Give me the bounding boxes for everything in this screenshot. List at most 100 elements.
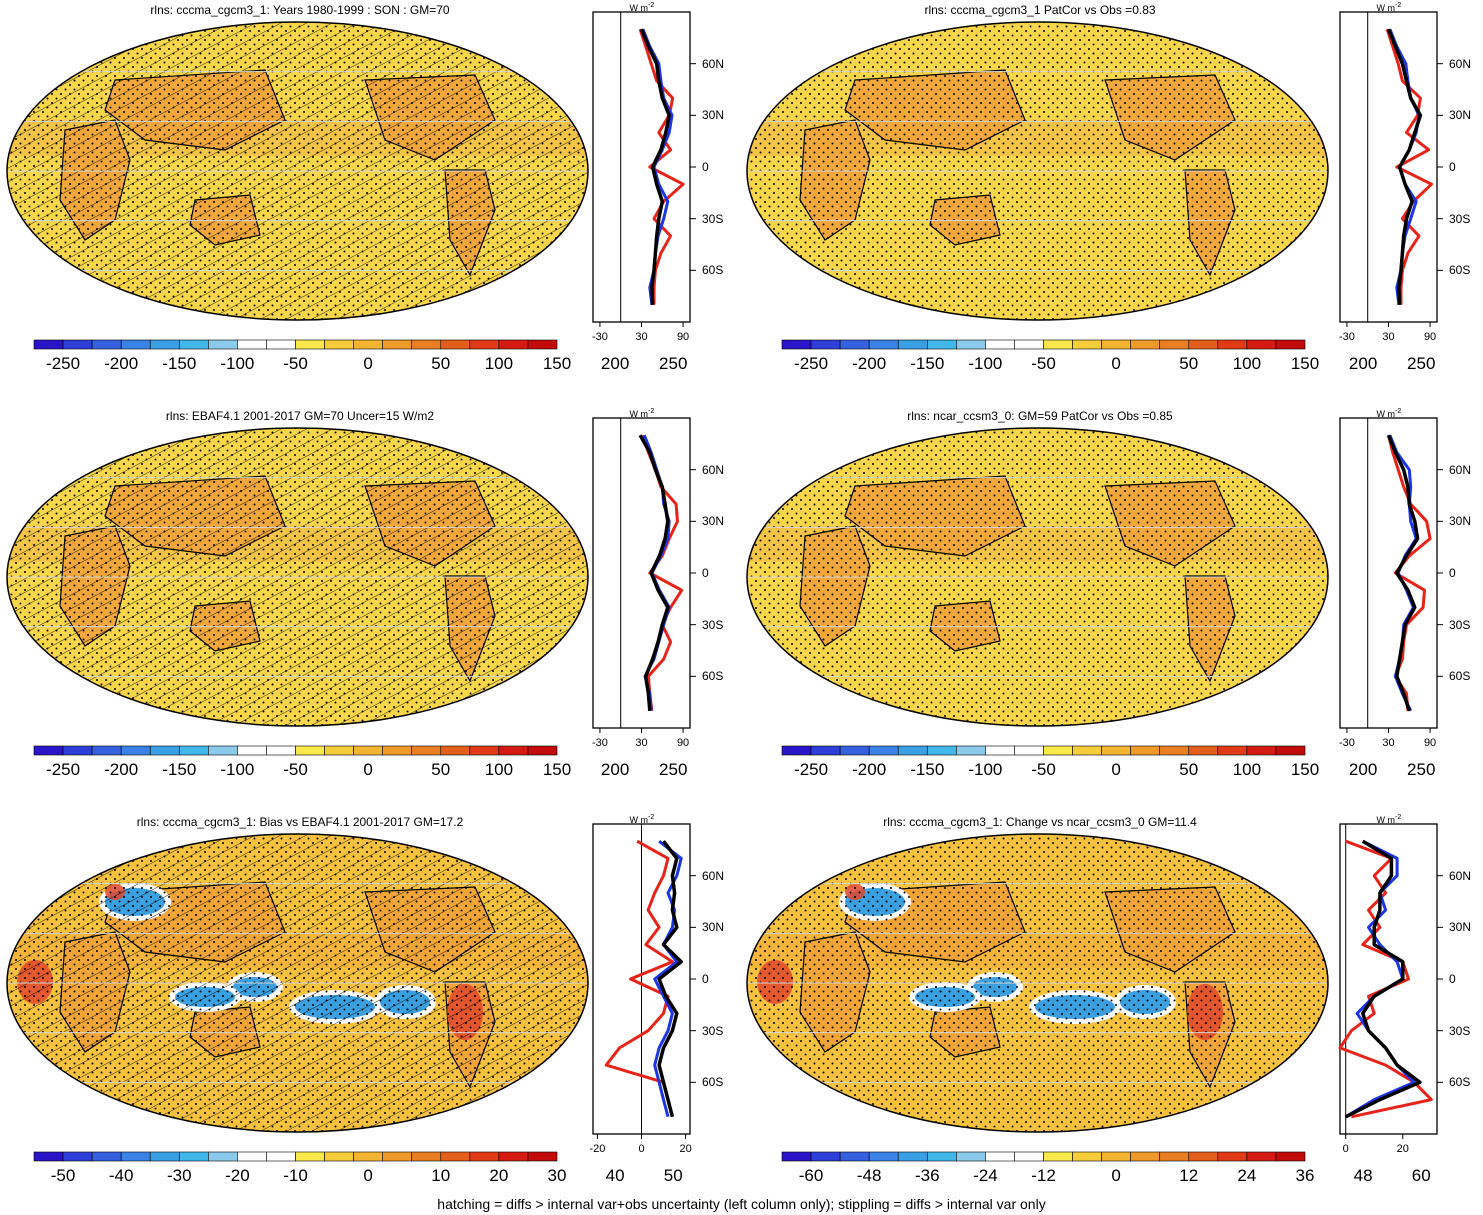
zonal-x-tick-label: 90 bbox=[1423, 737, 1437, 749]
colorbar-swatch bbox=[1101, 1151, 1131, 1162]
colorbar-swatch bbox=[498, 745, 529, 756]
colorbar-swatch bbox=[324, 1151, 354, 1162]
colorbar-swatch bbox=[91, 1151, 122, 1162]
colorbar-swatch bbox=[498, 1151, 529, 1162]
global-map bbox=[746, 833, 1329, 1133]
zonal-unit-label: W m-2 bbox=[1376, 408, 1402, 419]
colorbar-swatch bbox=[1130, 339, 1161, 350]
colorbar-label: 36 bbox=[1295, 1166, 1315, 1185]
zonal-lat-label: 0 bbox=[702, 566, 709, 580]
colorbar-swatch bbox=[440, 339, 471, 350]
colorbar-label: 200 bbox=[600, 354, 630, 373]
zonal-x-tick-label: -30 bbox=[591, 737, 608, 749]
colorbar-swatch bbox=[266, 745, 296, 756]
map-border bbox=[6, 21, 589, 321]
panel-title: rlns: cccma_cgcm3_1: Change vs ncar_ccsm… bbox=[883, 815, 1197, 829]
colorbar-label: -150 bbox=[910, 760, 945, 779]
zonal-x-tick-label: 30 bbox=[635, 331, 648, 343]
colorbar-label: 50 bbox=[431, 760, 451, 779]
zonal-mean-plot bbox=[1338, 823, 1443, 1139]
colorbar-swatch bbox=[120, 339, 151, 350]
colorbar-swatch bbox=[1014, 1151, 1044, 1162]
zonal-lat-label: 0 bbox=[1449, 566, 1456, 580]
colorbar-swatch bbox=[149, 745, 180, 756]
colorbar-swatch bbox=[527, 745, 558, 756]
zonal-mean-plot bbox=[1339, 417, 1443, 733]
colorbar bbox=[33, 745, 558, 756]
zonal-x-tick-label: 30 bbox=[635, 737, 648, 749]
colorbar bbox=[781, 745, 1306, 756]
zonal-unit-label: W m-2 bbox=[1376, 2, 1402, 13]
colorbar-label: 12 bbox=[1179, 1166, 1199, 1185]
zonal-series-obs bbox=[1388, 434, 1418, 712]
colorbar-swatch bbox=[1246, 1151, 1277, 1162]
map-border bbox=[6, 833, 589, 1133]
colorbar-swatch bbox=[353, 1151, 383, 1162]
colorbar-swatch bbox=[1217, 745, 1248, 756]
colorbar-swatch bbox=[868, 1151, 899, 1162]
colorbar-label: -50 bbox=[1031, 760, 1056, 779]
global-map bbox=[6, 833, 589, 1133]
colorbar-swatch bbox=[149, 1151, 180, 1162]
colorbar-swatch bbox=[440, 745, 471, 756]
colorbar bbox=[33, 1151, 558, 1162]
colorbar-label: -12 bbox=[1031, 1166, 1056, 1185]
zonal-lat-label: 0 bbox=[702, 972, 709, 986]
colorbar-swatch bbox=[411, 339, 442, 350]
colorbar-swatch bbox=[411, 745, 442, 756]
zonal-lat-label: 30N bbox=[1449, 108, 1472, 123]
colorbar-label: 50 bbox=[431, 354, 451, 373]
colorbar-swatch bbox=[1072, 745, 1102, 756]
colorbar-swatch bbox=[382, 1151, 413, 1162]
colorbar-label: 48 bbox=[1353, 1166, 1373, 1185]
zonal-lat-label: 60N bbox=[702, 56, 725, 71]
zonal-x-tick-label: -30 bbox=[1338, 331, 1355, 343]
colorbar-label: 40 bbox=[605, 1166, 625, 1185]
colorbar-label: 0 bbox=[1111, 354, 1121, 373]
colorbar-label: 100 bbox=[1232, 354, 1262, 373]
colorbar-swatch bbox=[839, 745, 870, 756]
colorbar-swatch bbox=[324, 339, 354, 350]
colorbar-label: 10 bbox=[431, 1166, 451, 1185]
map-border bbox=[746, 833, 1329, 1133]
colorbar-swatch bbox=[208, 745, 238, 756]
global-map bbox=[746, 427, 1329, 727]
colorbar-label: 100 bbox=[484, 760, 514, 779]
zonal-x-tick-label: -30 bbox=[1338, 737, 1355, 749]
colorbar-swatch bbox=[1130, 745, 1161, 756]
colorbar-swatch bbox=[62, 1151, 93, 1162]
zonal-plot-frame bbox=[1339, 11, 1438, 323]
colorbar-swatch bbox=[1072, 1151, 1102, 1162]
colorbar-swatch bbox=[1188, 745, 1219, 756]
colorbar-swatch bbox=[985, 745, 1015, 756]
colorbar-swatch bbox=[266, 1151, 296, 1162]
colorbar-swatch bbox=[1159, 339, 1190, 350]
colorbar-label: 200 bbox=[1348, 354, 1378, 373]
colorbar-swatch bbox=[120, 745, 151, 756]
colorbar-swatch bbox=[1217, 339, 1248, 350]
colorbar-swatch bbox=[237, 745, 267, 756]
zonal-plot-frame bbox=[592, 417, 691, 729]
colorbar-swatch bbox=[781, 745, 812, 756]
colorbar-swatch bbox=[295, 339, 325, 350]
colorbar-swatch bbox=[781, 1151, 812, 1162]
zonal-plot-frame bbox=[1339, 417, 1438, 729]
map-border bbox=[746, 21, 1329, 321]
colorbar-label: -150 bbox=[162, 354, 197, 373]
zonal-series-obs bbox=[653, 840, 683, 1118]
zonal-mean-plot bbox=[592, 11, 696, 327]
zonal-x-tick-label: 30 bbox=[1382, 331, 1395, 343]
colorbar-swatch bbox=[1188, 339, 1219, 350]
colorbar-label: 50 bbox=[663, 1166, 683, 1185]
colorbar-label: -200 bbox=[852, 760, 887, 779]
colorbar-swatch bbox=[926, 1151, 957, 1162]
colorbar bbox=[781, 339, 1306, 350]
zonal-lat-label: 30N bbox=[1449, 920, 1472, 935]
colorbar-label: -50 bbox=[50, 1166, 76, 1185]
colorbar-swatch bbox=[897, 339, 928, 350]
colorbar-swatch bbox=[1101, 745, 1131, 756]
colorbar-swatch bbox=[781, 339, 812, 350]
colorbar-label: -100 bbox=[220, 354, 255, 373]
colorbar-label: 0 bbox=[1111, 1166, 1121, 1185]
zonal-lat-label: 60S bbox=[1449, 1075, 1471, 1090]
